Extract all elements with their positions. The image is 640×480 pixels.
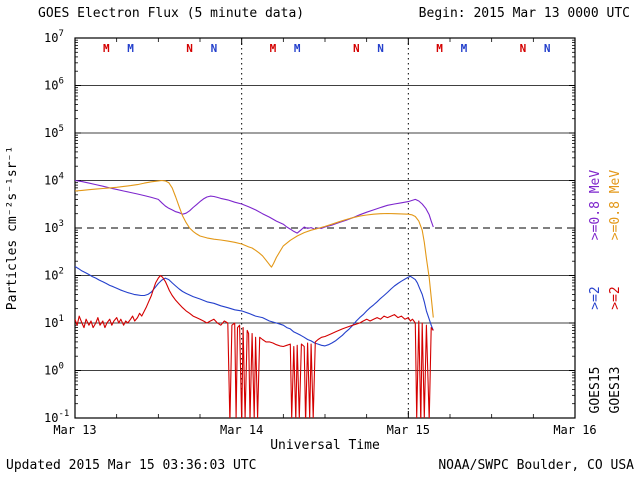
y-tick-label: 103: [44, 219, 64, 235]
y-tick-label: 100: [44, 362, 64, 378]
satellite-noon-marker: N: [544, 42, 551, 55]
y-tick-label: 105: [44, 124, 64, 140]
x-tick-label: Mar 13: [53, 423, 96, 437]
y-tick-label: 101: [44, 314, 64, 330]
satellite-noon-marker: N: [186, 42, 193, 55]
satellite-noon-marker: N: [377, 42, 384, 55]
satellite-noon-marker: N: [520, 42, 527, 55]
y-tick-label: 102: [44, 267, 64, 283]
y-tick-label: 107: [44, 29, 64, 45]
satellite-midnight-marker: M: [127, 42, 134, 55]
series-goes13-0-8-mev: [75, 179, 434, 318]
chart-title: GOES Electron Flux (5 minute data): [38, 6, 305, 21]
series-goes13-2-mev: [75, 274, 434, 418]
x-tick-label: Mar 14: [220, 423, 263, 437]
satellite-midnight-marker: M: [436, 42, 443, 55]
x-tick-label: Mar 15: [387, 423, 430, 437]
updated-timestamp: Updated 2015 Mar 15 03:36:03 UTC: [6, 458, 257, 473]
y-tick-label: 10-1: [44, 409, 69, 425]
satellite-midnight-marker: M: [461, 42, 468, 55]
series-goes15-0-8-mev: [75, 179, 434, 234]
begin-timestamp: Begin: 2015 Mar 13 0000 UTC: [418, 6, 630, 21]
y-tick-label: 104: [44, 172, 64, 188]
series-goes15-2-mev: [75, 266, 434, 347]
x-axis-label: Universal Time: [270, 438, 380, 453]
satellite-midnight-marker: M: [270, 42, 277, 55]
satellite-noon-marker: N: [211, 42, 218, 55]
satellite-midnight-marker: M: [294, 42, 301, 55]
plot-border: [74, 37, 576, 419]
satellite-noon-marker: N: [353, 42, 360, 55]
x-tick-label: Mar 16: [553, 423, 596, 437]
source-attribution: NOAA/SWPC Boulder, CO USA: [438, 458, 634, 473]
y-tick-label: 106: [44, 77, 64, 93]
satellite-midnight-marker: M: [103, 42, 110, 55]
